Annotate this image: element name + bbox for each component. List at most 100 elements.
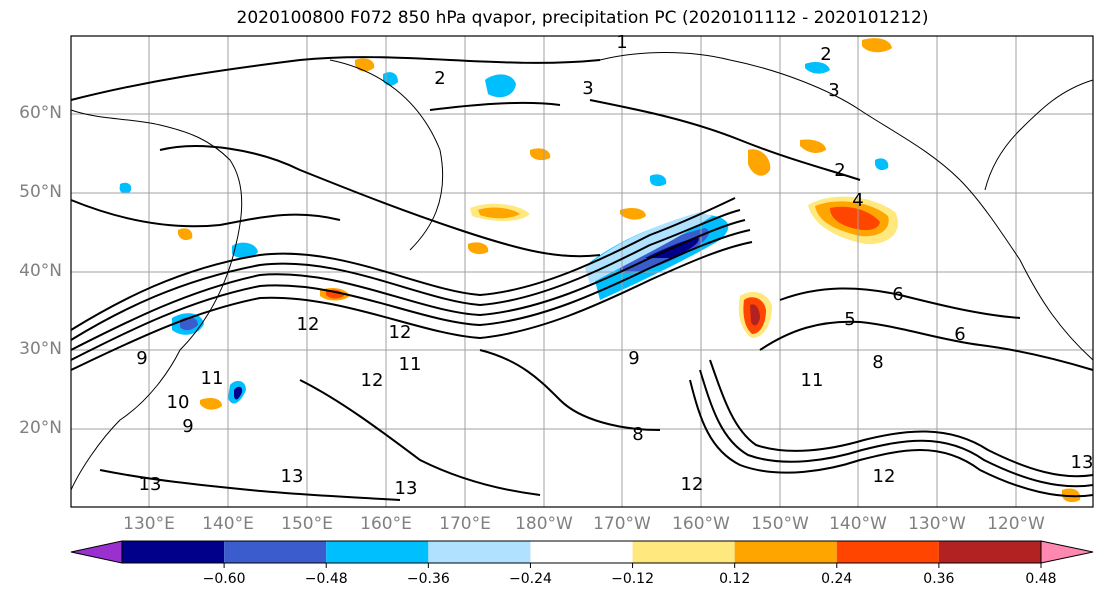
qvapor-contour-line (70, 199, 341, 228)
contour-value-label: 5 (844, 309, 855, 330)
qvapor-contour-line (779, 287, 1021, 319)
colorbar-frame (121, 540, 1042, 564)
contour-value-label: 10 (167, 392, 190, 413)
qvapor-contour-line (429, 101, 561, 111)
pc-anomaly-patch (200, 398, 222, 410)
coastline-segment (70, 109, 243, 261)
lon-tick-label: 160°E (360, 514, 412, 534)
lon-tick-label: 180°W (515, 514, 573, 534)
lon-tick-label: 120°W (987, 514, 1045, 534)
pc-anomaly-patch (748, 149, 771, 176)
contour-value-label: 13 (281, 466, 304, 487)
qvapor-contour-line (70, 197, 736, 331)
coastline-segment (70, 259, 233, 491)
contour-value-label: 12 (873, 466, 896, 487)
pc-anomaly-patch (355, 58, 375, 72)
colorbar-segment (836, 541, 939, 563)
contour-value-label: 13 (1071, 452, 1094, 473)
colorbar-segment (224, 541, 327, 563)
pc-anomaly-patch (830, 206, 880, 231)
qvapor-contour-line (479, 349, 661, 431)
qvapor-contour-line (70, 56, 601, 101)
contour-value-label: 2 (834, 160, 845, 181)
lat-tick-label: 40°N (19, 261, 62, 281)
lon-tick-label: 150°E (281, 514, 333, 534)
qvapor-contour-line (699, 369, 1094, 488)
coastline-segment (599, 52, 961, 181)
pc-anomaly-patch (650, 174, 667, 187)
contour-value-label: 8 (872, 352, 883, 373)
lon-tick-label: 140°E (202, 514, 254, 534)
pc-anomaly-patch (178, 228, 193, 241)
lon-tick-label: 130°E (123, 514, 175, 534)
qvapor-contour-line (70, 229, 751, 361)
qvapor-contour-line (70, 241, 753, 371)
coastline-segment (329, 59, 444, 251)
contour-value-label: 2 (434, 68, 445, 89)
colorbar-tick-label: −0.60 (202, 571, 246, 587)
contour-value-label: 6 (954, 324, 965, 345)
contour-value-label: 13 (139, 474, 162, 495)
qvapor-contours (70, 56, 1094, 501)
plot-frame (70, 35, 1094, 508)
lat-tick-label: 50°N (19, 182, 62, 202)
colorbar (70, 540, 1094, 568)
contour-value-label: 13 (395, 478, 418, 499)
pc-anomaly-patch (530, 148, 551, 161)
contour-value-label: 9 (628, 348, 639, 369)
colorbar-tick-label: 0.36 (923, 571, 955, 587)
colorbar-segment (734, 541, 837, 563)
lon-tick-label: 140°W (829, 514, 887, 534)
coastline-segment (984, 79, 1094, 191)
contour-value-label: 2 (820, 44, 831, 65)
pc-anomaly-patch (1062, 488, 1081, 503)
lon-tick-label: 130°W (908, 514, 966, 534)
contour-value-label: 3 (582, 78, 593, 99)
colorbar-segment (938, 541, 1041, 563)
lat-tick-label: 30°N (19, 339, 62, 359)
pc-anomaly-patch (383, 72, 398, 86)
colorbar-segment (122, 541, 225, 563)
precip-pc-fill-layer (119, 38, 1081, 503)
qvapor-contour-line (299, 379, 541, 496)
contour-value-label: 9 (136, 348, 147, 369)
colorbar-tick-label: 0.48 (1025, 571, 1057, 587)
pc-anomaly-patch (478, 207, 520, 219)
pc-anomaly-patch (485, 74, 516, 98)
qvapor-contour-line (70, 209, 741, 341)
pc-anomaly-patch (862, 38, 892, 53)
colorbar-extend-low (70, 540, 123, 564)
colorbar-tick-label: −0.48 (304, 571, 348, 587)
contour-value-label: 11 (201, 368, 224, 389)
colorbar-extend-high (1040, 540, 1094, 564)
pc-anomaly-patch (232, 242, 258, 259)
map-title: 2020100800 F072 850 hPa qvapor, precipit… (236, 8, 929, 28)
pc-anomaly-patch (468, 242, 489, 255)
qvapor-contour-line (689, 379, 1094, 498)
qvapor-contour-line (70, 219, 746, 351)
contour-value-label: 12 (361, 370, 384, 391)
pc-anomaly-patch (805, 62, 830, 74)
pc-anomaly-patch (800, 139, 826, 153)
lat-tick-label: 60°N (19, 103, 62, 123)
qvapor-contour-line (759, 320, 1094, 371)
coastlines (70, 52, 1094, 491)
colorbar-segment (326, 541, 429, 563)
coastline-segment (959, 179, 1094, 361)
colorbar-tick-label: −0.24 (508, 571, 552, 587)
pc-anomaly-patch (875, 158, 889, 171)
contour-value-label: 12 (297, 314, 320, 335)
lon-tick-label: 170°E (439, 514, 491, 534)
contour-value-label: 12 (681, 474, 704, 495)
contour-value-label: 9 (182, 416, 193, 437)
contour-value-label: 4 (852, 190, 863, 211)
qvapor-contour-line (589, 99, 861, 181)
colorbar-tick-label: 0.12 (719, 571, 751, 587)
qvapor-contour-line (159, 145, 601, 258)
contour-value-label: 8 (632, 424, 643, 445)
contour-value-label: 11 (801, 370, 824, 391)
qvapor-contour-line (99, 469, 401, 501)
